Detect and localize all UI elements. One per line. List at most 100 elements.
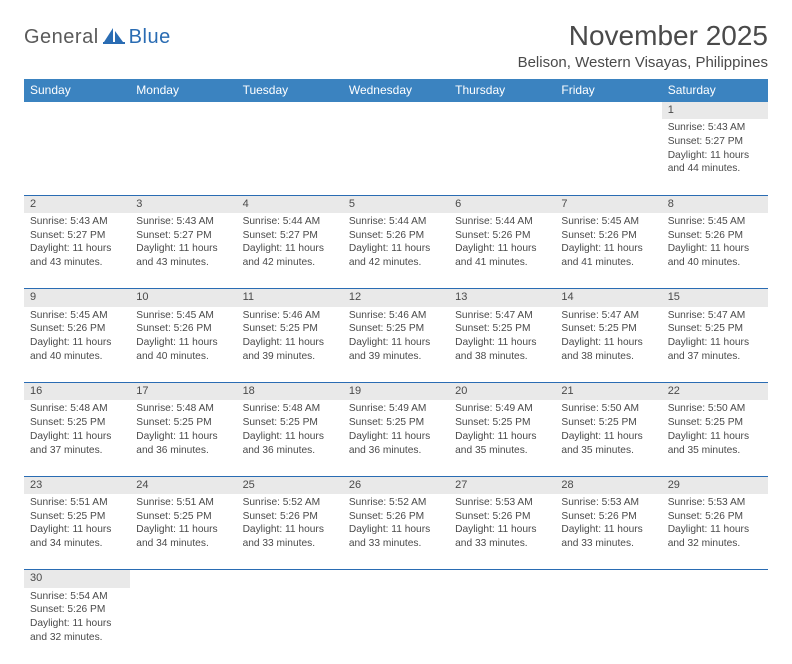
day-cell-header (555, 102, 661, 120)
day-number: 12 (343, 289, 449, 306)
day-cell-body (555, 588, 661, 664)
day-cell-body: Sunrise: 5:46 AMSunset: 5:25 PMDaylight:… (343, 307, 449, 383)
sunset-text: Sunset: 5:26 PM (561, 510, 655, 524)
day-details: Sunrise: 5:45 AMSunset: 5:26 PMDaylight:… (24, 307, 130, 368)
calendar-body: 1Sunrise: 5:43 AMSunset: 5:27 PMDaylight… (24, 102, 768, 664)
day-details: Sunrise: 5:48 AMSunset: 5:25 PMDaylight:… (130, 400, 236, 461)
daylight-text: Daylight: 11 hours and 37 minutes. (30, 430, 124, 458)
sunrise-text: Sunrise: 5:50 AM (561, 402, 655, 416)
day-cell-body: Sunrise: 5:54 AMSunset: 5:26 PMDaylight:… (24, 588, 130, 664)
sunset-text: Sunset: 5:25 PM (349, 416, 443, 430)
daylight-text: Daylight: 11 hours and 41 minutes. (455, 242, 549, 270)
day-cell-body: Sunrise: 5:50 AMSunset: 5:25 PMDaylight:… (662, 400, 768, 476)
sunrise-text: Sunrise: 5:53 AM (668, 496, 762, 510)
sunset-text: Sunset: 5:26 PM (30, 603, 124, 617)
day-body-row: Sunrise: 5:45 AMSunset: 5:26 PMDaylight:… (24, 307, 768, 383)
day-number: 16 (24, 383, 130, 400)
day-number: 6 (449, 196, 555, 213)
sunset-text: Sunset: 5:26 PM (30, 322, 124, 336)
day-cell-body: Sunrise: 5:45 AMSunset: 5:26 PMDaylight:… (662, 213, 768, 289)
day-cell-body (343, 119, 449, 195)
day-cell-body: Sunrise: 5:44 AMSunset: 5:26 PMDaylight:… (449, 213, 555, 289)
day-cell-header (555, 570, 661, 588)
sunset-text: Sunset: 5:26 PM (668, 510, 762, 524)
weekday-header-row: Sunday Monday Tuesday Wednesday Thursday… (24, 79, 768, 102)
day-number: 26 (343, 477, 449, 494)
day-number: 5 (343, 196, 449, 213)
day-number: 17 (130, 383, 236, 400)
daylight-text: Daylight: 11 hours and 33 minutes. (243, 523, 337, 551)
day-details: Sunrise: 5:45 AMSunset: 5:26 PMDaylight:… (662, 213, 768, 274)
sunset-text: Sunset: 5:27 PM (668, 135, 762, 149)
day-cell-body: Sunrise: 5:43 AMSunset: 5:27 PMDaylight:… (130, 213, 236, 289)
day-body-row: Sunrise: 5:43 AMSunset: 5:27 PMDaylight:… (24, 119, 768, 195)
day-number: 30 (24, 570, 130, 587)
daylight-text: Daylight: 11 hours and 36 minutes. (243, 430, 337, 458)
day-cell-header (449, 102, 555, 120)
daynum-row: 9101112131415 (24, 289, 768, 307)
day-details: Sunrise: 5:47 AMSunset: 5:25 PMDaylight:… (662, 307, 768, 368)
sunrise-text: Sunrise: 5:53 AM (455, 496, 549, 510)
day-cell-header (662, 570, 768, 588)
day-details: Sunrise: 5:43 AMSunset: 5:27 PMDaylight:… (662, 119, 768, 180)
day-cell-header: 1 (662, 102, 768, 120)
daylight-text: Daylight: 11 hours and 38 minutes. (561, 336, 655, 364)
day-number: 25 (237, 477, 343, 494)
day-cell-header: 11 (237, 289, 343, 307)
location-subtitle: Belison, Western Visayas, Philippines (518, 54, 768, 71)
day-details: Sunrise: 5:45 AMSunset: 5:26 PMDaylight:… (555, 213, 661, 274)
sunrise-text: Sunrise: 5:45 AM (561, 215, 655, 229)
day-cell-header (24, 102, 130, 120)
day-details: Sunrise: 5:50 AMSunset: 5:25 PMDaylight:… (555, 400, 661, 461)
day-details: Sunrise: 5:45 AMSunset: 5:26 PMDaylight:… (130, 307, 236, 368)
day-cell-body: Sunrise: 5:52 AMSunset: 5:26 PMDaylight:… (343, 494, 449, 570)
day-number: 13 (449, 289, 555, 306)
daylight-text: Daylight: 11 hours and 33 minutes. (455, 523, 549, 551)
day-cell-header: 30 (24, 570, 130, 588)
day-cell-header (237, 570, 343, 588)
sunset-text: Sunset: 5:26 PM (349, 510, 443, 524)
sunset-text: Sunset: 5:25 PM (455, 322, 549, 336)
daylight-text: Daylight: 11 hours and 39 minutes. (349, 336, 443, 364)
day-cell-header: 4 (237, 195, 343, 213)
day-cell-body: Sunrise: 5:46 AMSunset: 5:25 PMDaylight:… (237, 307, 343, 383)
sunrise-text: Sunrise: 5:53 AM (561, 496, 655, 510)
day-cell-header: 22 (662, 383, 768, 401)
day-cell-header: 5 (343, 195, 449, 213)
daylight-text: Daylight: 11 hours and 34 minutes. (136, 523, 230, 551)
day-details: Sunrise: 5:53 AMSunset: 5:26 PMDaylight:… (555, 494, 661, 555)
day-number: 23 (24, 477, 130, 494)
day-cell-header: 6 (449, 195, 555, 213)
weekday-header: Friday (555, 79, 661, 102)
day-cell-body: Sunrise: 5:45 AMSunset: 5:26 PMDaylight:… (555, 213, 661, 289)
day-cell-header: 10 (130, 289, 236, 307)
sunset-text: Sunset: 5:25 PM (136, 416, 230, 430)
sunrise-text: Sunrise: 5:52 AM (349, 496, 443, 510)
daynum-row: 30 (24, 570, 768, 588)
daylight-text: Daylight: 11 hours and 42 minutes. (349, 242, 443, 270)
day-details: Sunrise: 5:48 AMSunset: 5:25 PMDaylight:… (237, 400, 343, 461)
day-cell-body (449, 119, 555, 195)
sunset-text: Sunset: 5:25 PM (243, 322, 337, 336)
day-number: 22 (662, 383, 768, 400)
sunrise-text: Sunrise: 5:46 AM (243, 309, 337, 323)
day-details: Sunrise: 5:53 AMSunset: 5:26 PMDaylight:… (449, 494, 555, 555)
day-cell-body: Sunrise: 5:44 AMSunset: 5:27 PMDaylight:… (237, 213, 343, 289)
sunset-text: Sunset: 5:25 PM (30, 416, 124, 430)
day-cell-body: Sunrise: 5:53 AMSunset: 5:26 PMDaylight:… (449, 494, 555, 570)
daylight-text: Daylight: 11 hours and 34 minutes. (30, 523, 124, 551)
day-cell-body: Sunrise: 5:48 AMSunset: 5:25 PMDaylight:… (237, 400, 343, 476)
day-cell-header (449, 570, 555, 588)
weekday-header: Tuesday (237, 79, 343, 102)
sunrise-text: Sunrise: 5:43 AM (668, 121, 762, 135)
day-body-row: Sunrise: 5:54 AMSunset: 5:26 PMDaylight:… (24, 588, 768, 664)
sunrise-text: Sunrise: 5:44 AM (455, 215, 549, 229)
day-details: Sunrise: 5:49 AMSunset: 5:25 PMDaylight:… (343, 400, 449, 461)
day-details: Sunrise: 5:52 AMSunset: 5:26 PMDaylight:… (343, 494, 449, 555)
sunset-text: Sunset: 5:26 PM (349, 229, 443, 243)
day-cell-body (343, 588, 449, 664)
sunset-text: Sunset: 5:26 PM (136, 322, 230, 336)
sunrise-text: Sunrise: 5:54 AM (30, 590, 124, 604)
sunrise-text: Sunrise: 5:44 AM (349, 215, 443, 229)
day-cell-body (555, 119, 661, 195)
